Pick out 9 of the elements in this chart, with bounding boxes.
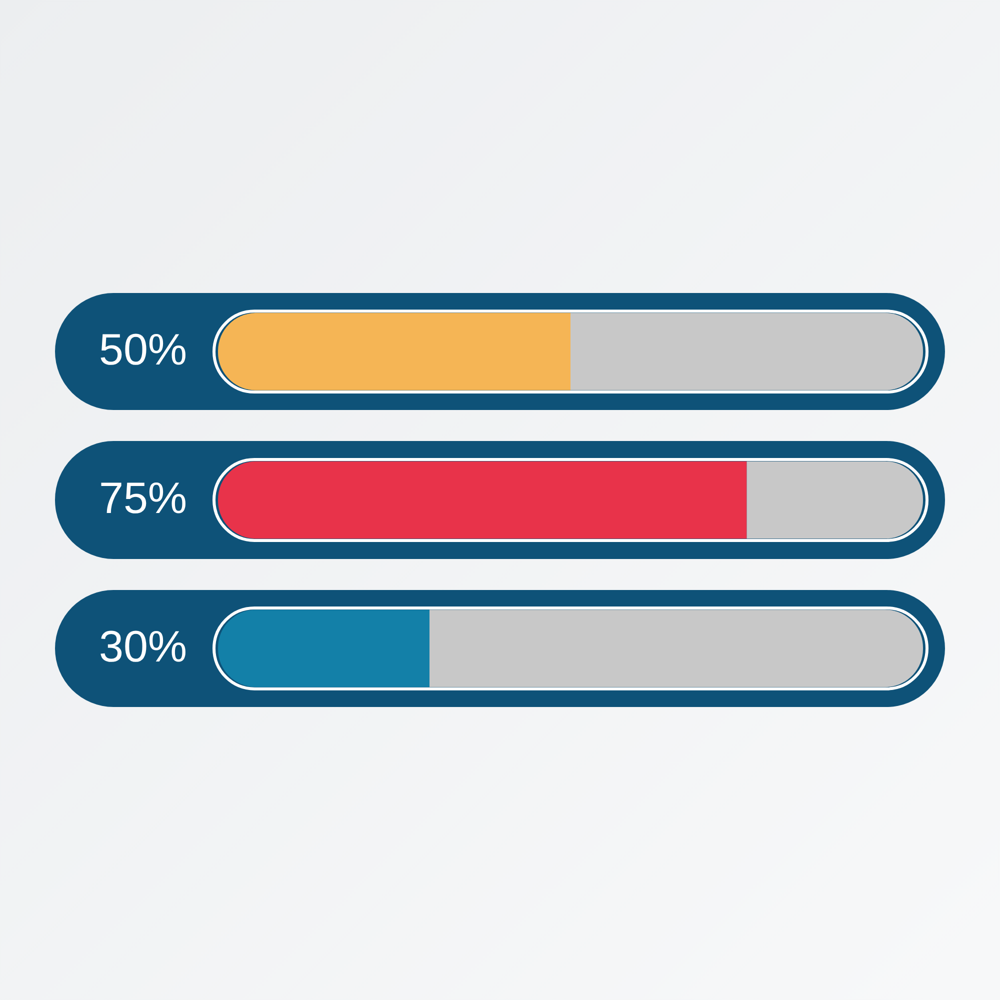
bar [746,461,923,539]
bar [218,610,430,688]
bar [218,461,747,539]
data-label: 75% [98,474,188,523]
bar [218,312,570,390]
data-label: 30% [98,622,188,672]
bar [430,610,923,688]
bar [570,312,923,390]
data-label: 50% [98,326,188,375]
